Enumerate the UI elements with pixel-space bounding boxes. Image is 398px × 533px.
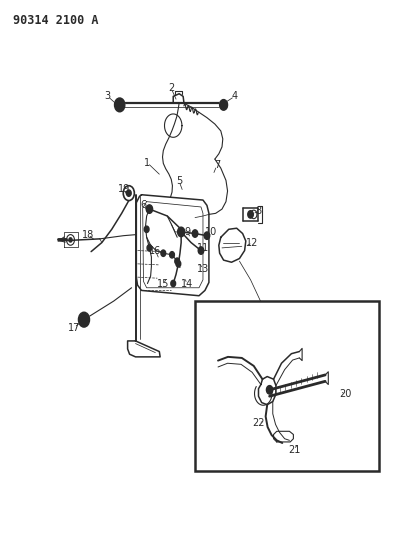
Text: 9: 9	[184, 227, 190, 237]
Text: 90314 2100 A: 90314 2100 A	[13, 14, 98, 27]
Text: 15: 15	[157, 279, 170, 289]
Text: 5: 5	[176, 176, 182, 187]
Circle shape	[147, 245, 152, 251]
Text: 1: 1	[144, 158, 150, 168]
Text: 18: 18	[82, 230, 94, 240]
Text: 6: 6	[140, 200, 146, 211]
Circle shape	[161, 250, 166, 256]
Circle shape	[198, 247, 204, 254]
Text: 14: 14	[181, 279, 193, 289]
Text: 12: 12	[246, 238, 259, 247]
Circle shape	[220, 100, 228, 110]
Text: 11: 11	[197, 243, 209, 253]
Circle shape	[178, 227, 185, 237]
Circle shape	[170, 252, 174, 258]
Circle shape	[117, 101, 123, 109]
Text: 8: 8	[256, 206, 261, 216]
Text: 2: 2	[168, 83, 174, 93]
Circle shape	[69, 238, 72, 242]
Text: 17: 17	[68, 322, 80, 333]
Text: 20: 20	[339, 389, 352, 399]
Circle shape	[175, 258, 179, 264]
Circle shape	[192, 230, 198, 237]
Text: 10: 10	[205, 227, 217, 237]
Text: 19: 19	[117, 184, 130, 195]
Circle shape	[127, 190, 131, 196]
Text: 4: 4	[232, 91, 238, 101]
Circle shape	[176, 261, 181, 267]
Text: 7: 7	[214, 160, 220, 171]
Circle shape	[115, 98, 125, 112]
Circle shape	[171, 280, 176, 287]
Text: 22: 22	[252, 418, 265, 429]
Text: 16: 16	[149, 246, 162, 255]
Bar	[195, 301, 379, 471]
Circle shape	[146, 205, 152, 213]
Circle shape	[204, 232, 210, 239]
Circle shape	[81, 316, 87, 324]
Circle shape	[266, 385, 273, 394]
Text: 3: 3	[105, 91, 111, 101]
Circle shape	[144, 226, 149, 232]
Circle shape	[248, 211, 254, 218]
Circle shape	[78, 312, 90, 327]
Text: 13: 13	[197, 264, 209, 274]
Text: 21: 21	[288, 445, 300, 455]
Circle shape	[221, 102, 226, 108]
